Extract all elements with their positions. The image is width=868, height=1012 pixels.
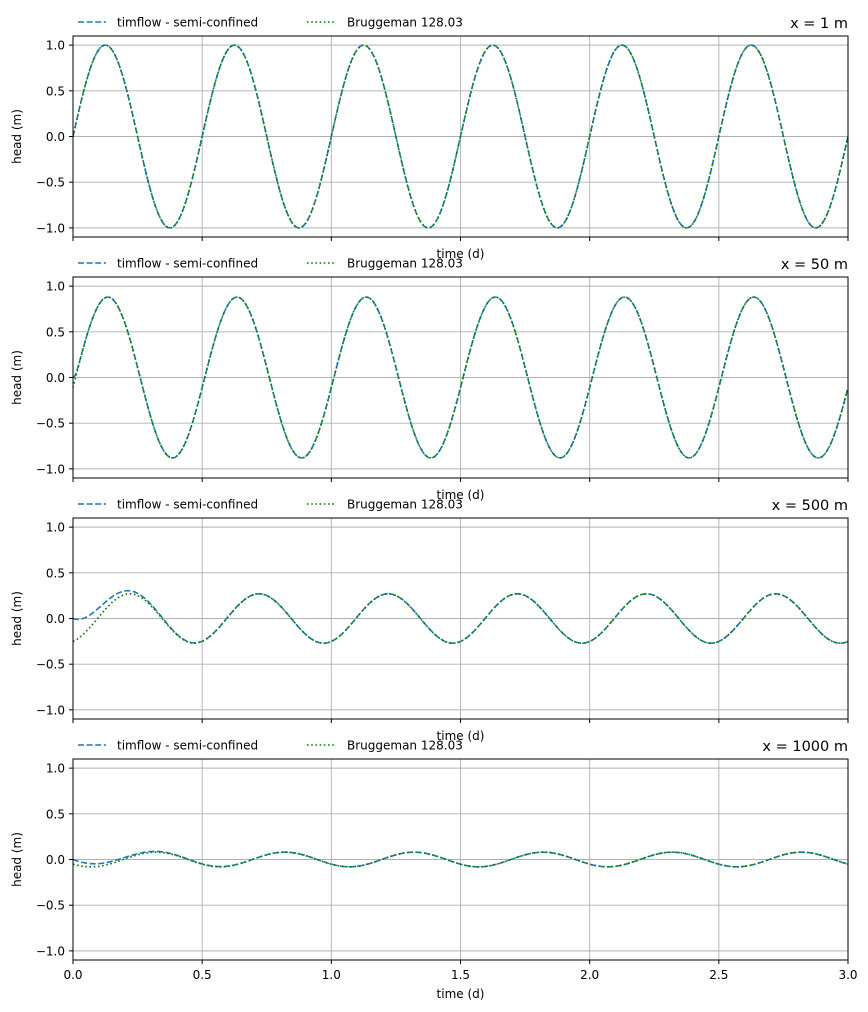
y-tick-label: 0.0 bbox=[46, 853, 65, 867]
y-axis-ticks: −1.0 −0.5 0.0 0.5 1.0 bbox=[36, 280, 73, 476]
x-tick-label: 1.5 bbox=[451, 968, 470, 982]
x-axis-ticks bbox=[72, 478, 849, 482]
panel-x-1m: timflow - semi-confined Bruggeman 128.03… bbox=[10, 16, 849, 261]
y-tick-label: 0.0 bbox=[46, 371, 65, 385]
x-tick-label: 0.5 bbox=[193, 968, 212, 982]
y-tick-label: −1.0 bbox=[36, 703, 65, 717]
legend-timflow-label: timflow - semi-confined bbox=[117, 16, 258, 30]
y-axis-ticks: −1.0 −0.5 0.0 0.5 1.0 bbox=[36, 762, 73, 958]
panel-title: x = 500 m bbox=[772, 498, 848, 514]
plot-area bbox=[73, 589, 848, 644]
y-tick-label: 0.5 bbox=[46, 325, 65, 339]
y-tick-label: 0.0 bbox=[46, 130, 65, 144]
x-axis-label: time (d) bbox=[437, 729, 485, 743]
legend-bruggeman-label: Bruggeman 128.03 bbox=[347, 257, 463, 271]
y-tick-label: 1.0 bbox=[46, 521, 65, 535]
y-axis-ticks: −1.0 −0.5 0.0 0.5 1.0 bbox=[36, 39, 73, 235]
y-tick-label: 0.0 bbox=[46, 612, 65, 626]
y-tick-label: −0.5 bbox=[36, 417, 65, 431]
x-tick-label: 2.0 bbox=[580, 968, 599, 982]
plot-area bbox=[73, 44, 848, 229]
panel-x-50m: timflow - semi-confined Bruggeman 128.03… bbox=[10, 257, 849, 502]
y-axis-label: head (m) bbox=[10, 832, 24, 887]
bruggeman-curve bbox=[73, 44, 848, 229]
x-tick-label: 2.5 bbox=[709, 968, 728, 982]
panel-title: x = 50 m bbox=[781, 257, 848, 273]
y-tick-label: −0.5 bbox=[36, 899, 65, 913]
y-tick-label: 0.5 bbox=[46, 566, 65, 580]
panel-title: x = 1 m bbox=[790, 16, 848, 32]
y-tick-label: 1.0 bbox=[46, 39, 65, 53]
y-tick-label: 1.0 bbox=[46, 762, 65, 776]
y-axis-ticks: −1.0 −0.5 0.0 0.5 1.0 bbox=[36, 521, 73, 717]
legend: timflow - semi-confined Bruggeman 128.03 bbox=[78, 739, 463, 753]
y-tick-label: 1.0 bbox=[46, 280, 65, 294]
bruggeman-curve bbox=[73, 296, 848, 459]
legend-timflow-label: timflow - semi-confined bbox=[117, 498, 258, 512]
y-axis-label: head (m) bbox=[10, 591, 24, 646]
panel-title: x = 1000 m bbox=[762, 739, 848, 755]
legend: timflow - semi-confined Bruggeman 128.03 bbox=[78, 257, 463, 271]
plot-area bbox=[73, 296, 848, 459]
x-tick-label: 0.0 bbox=[63, 968, 82, 982]
x-axis-label: time (d) bbox=[437, 987, 485, 1001]
legend-timflow-label: timflow - semi-confined bbox=[117, 739, 258, 753]
bruggeman-curve bbox=[73, 593, 848, 644]
legend-timflow-label: timflow - semi-confined bbox=[117, 257, 258, 271]
y-tick-label: −1.0 bbox=[36, 221, 65, 235]
y-tick-label: −1.0 bbox=[36, 462, 65, 476]
legend: timflow - semi-confined Bruggeman 128.03 bbox=[78, 498, 463, 512]
x-axis-label: time (d) bbox=[437, 488, 485, 502]
y-tick-label: −0.5 bbox=[36, 658, 65, 672]
legend-bruggeman-label: Bruggeman 128.03 bbox=[347, 498, 463, 512]
bruggeman-curve bbox=[73, 851, 848, 868]
legend: timflow - semi-confined Bruggeman 128.03 bbox=[78, 16, 463, 30]
legend-bruggeman-label: Bruggeman 128.03 bbox=[347, 16, 463, 30]
x-tick-label: 3.0 bbox=[838, 968, 857, 982]
y-tick-label: 0.5 bbox=[46, 807, 65, 821]
x-axis-label: time (d) bbox=[437, 247, 485, 261]
panel-x-500m: timflow - semi-confined Bruggeman 128.03… bbox=[10, 498, 849, 743]
plot-area bbox=[73, 850, 848, 868]
x-axis-ticks bbox=[72, 237, 849, 241]
y-tick-label: −1.0 bbox=[36, 944, 65, 958]
y-axis-label: head (m) bbox=[10, 350, 24, 405]
x-tick-label: 1.0 bbox=[322, 968, 341, 982]
legend-bruggeman-label: Bruggeman 128.03 bbox=[347, 739, 463, 753]
y-tick-label: 0.5 bbox=[46, 84, 65, 98]
x-axis-ticks: 0.0 0.5 1.0 1.5 2.0 2.5 3.0 bbox=[63, 960, 858, 982]
y-axis-label: head (m) bbox=[10, 109, 24, 164]
y-tick-label: −0.5 bbox=[36, 176, 65, 190]
x-axis-ticks bbox=[72, 719, 849, 723]
panel-x-1000m: timflow - semi-confined Bruggeman 128.03… bbox=[10, 739, 858, 1002]
